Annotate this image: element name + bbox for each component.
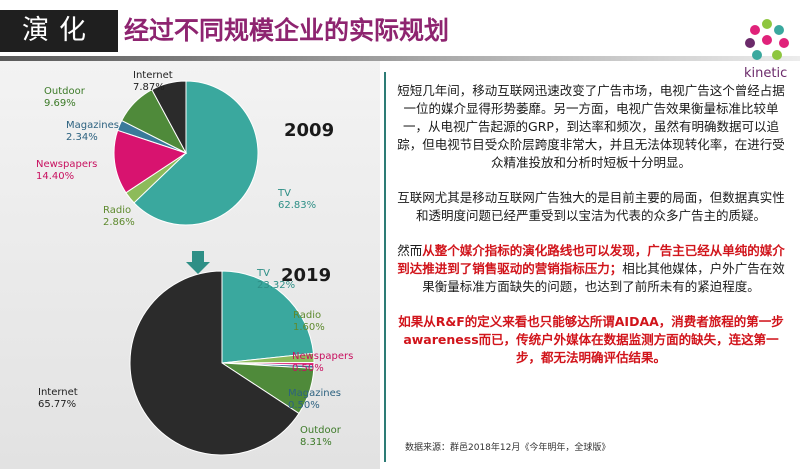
header-divider xyxy=(0,56,800,61)
label-name-2009-tv: TV xyxy=(277,188,291,199)
label-name-2009-outdoor: Outdoor xyxy=(44,86,86,97)
label-name-2009-radio: Radio xyxy=(103,205,131,216)
pie-chart-2009 xyxy=(113,80,259,226)
paragraph-1: 短短几年间，移动互联网迅速改变了广告市场，电视广告这个曾经占据一位的媒介显得形势… xyxy=(397,83,785,170)
logo-text: kinetic xyxy=(744,66,788,81)
label-name-2009-magazines: Magazines xyxy=(66,120,119,131)
label-name-2019-internet: Internet xyxy=(38,387,78,398)
label-value-2019-tv: 23.32% xyxy=(257,280,295,291)
label-value-2009-outdoor: 9.69% xyxy=(44,98,76,109)
description-text: 短短几年间，移动互联网迅速改变了广告市场，电视广告这个曾经占据一位的媒介显得形势… xyxy=(392,82,790,384)
paragraph-4: 如果从R&F的定义来看也只能够达所谓AIDAA，消费者旅程的第一步awarene… xyxy=(398,314,784,365)
label-value-2019-internet: 65.77% xyxy=(38,399,76,410)
pie-slice-2019-internet xyxy=(129,270,300,456)
label-value-2019-outdoor: 8.31% xyxy=(300,437,332,448)
page-title: 经过不同规模企业的实际规划 xyxy=(124,16,450,45)
paragraph-3-highlight: 从整个媒介指标的演化路线也可以发现，广告主已经从单纯的媒介到达推进到了销售驱动的… xyxy=(397,243,785,276)
label-value-2009-newspapers: 14.40% xyxy=(36,171,74,182)
label-value-2019-newspapers: 0.50% xyxy=(292,363,324,374)
column-divider xyxy=(384,72,386,462)
label-name-2019-newspapers: Newspapers xyxy=(292,351,353,362)
chart-title-2019: 2019 xyxy=(281,265,331,286)
label-value-2019-magazines: 0.50% xyxy=(288,400,320,411)
down-arrow-icon xyxy=(186,251,210,274)
pie-slice-2009-newspapers xyxy=(113,129,188,194)
label-value-2019-radio: 1.60% xyxy=(293,322,325,333)
kinetic-logo-icon xyxy=(745,19,789,60)
pie-slice-2009-tv xyxy=(133,80,259,226)
label-name-2019-outdoor: Outdoor xyxy=(300,425,342,436)
label-value-2009-radio: 2.86% xyxy=(103,217,135,228)
paragraph-2: 互联网尤其是移动互联网广告独大的是目前主要的局面，但数据真实性和透明度问题已经严… xyxy=(397,190,785,223)
label-name-2019-tv: TV xyxy=(256,268,270,279)
label-name-2019-radio: Radio xyxy=(293,310,321,321)
data-source: 数据来源：群邑2018年12月《今年明年，全球版》 xyxy=(405,443,611,453)
pie-charts: 2009 2019 TV62.83%Radio2.86%Newspapers14… xyxy=(36,70,353,456)
paragraph-3-tail: 相比其他媒体，户外广告在效果衡量标准方面缺失的问题，也达到了前所未有的紧迫程度。 xyxy=(422,261,785,294)
label-name-2019-magazines: Magazines xyxy=(288,388,341,399)
label-name-2009-internet: Internet xyxy=(133,70,173,81)
chart-title-2009: 2009 xyxy=(284,120,334,141)
section-tag: 演化 xyxy=(0,10,118,52)
label-name-2009-newspapers: Newspapers xyxy=(36,159,97,170)
label-value-2009-internet: 7.87% xyxy=(133,82,165,93)
pie-slice-2009-internet xyxy=(151,80,187,154)
label-value-2009-tv: 62.83% xyxy=(278,200,316,211)
paragraph-3-lead: 然而 xyxy=(397,243,423,258)
paragraph-3: 然而从整个媒介指标的演化路线也可以发现，广告主已经从单纯的媒介到达推进到了销售驱… xyxy=(392,242,790,296)
label-value-2009-magazines: 2.34% xyxy=(66,132,98,143)
pie-chart-2019 xyxy=(129,270,315,456)
pie-slice-2019-tv xyxy=(221,270,315,364)
